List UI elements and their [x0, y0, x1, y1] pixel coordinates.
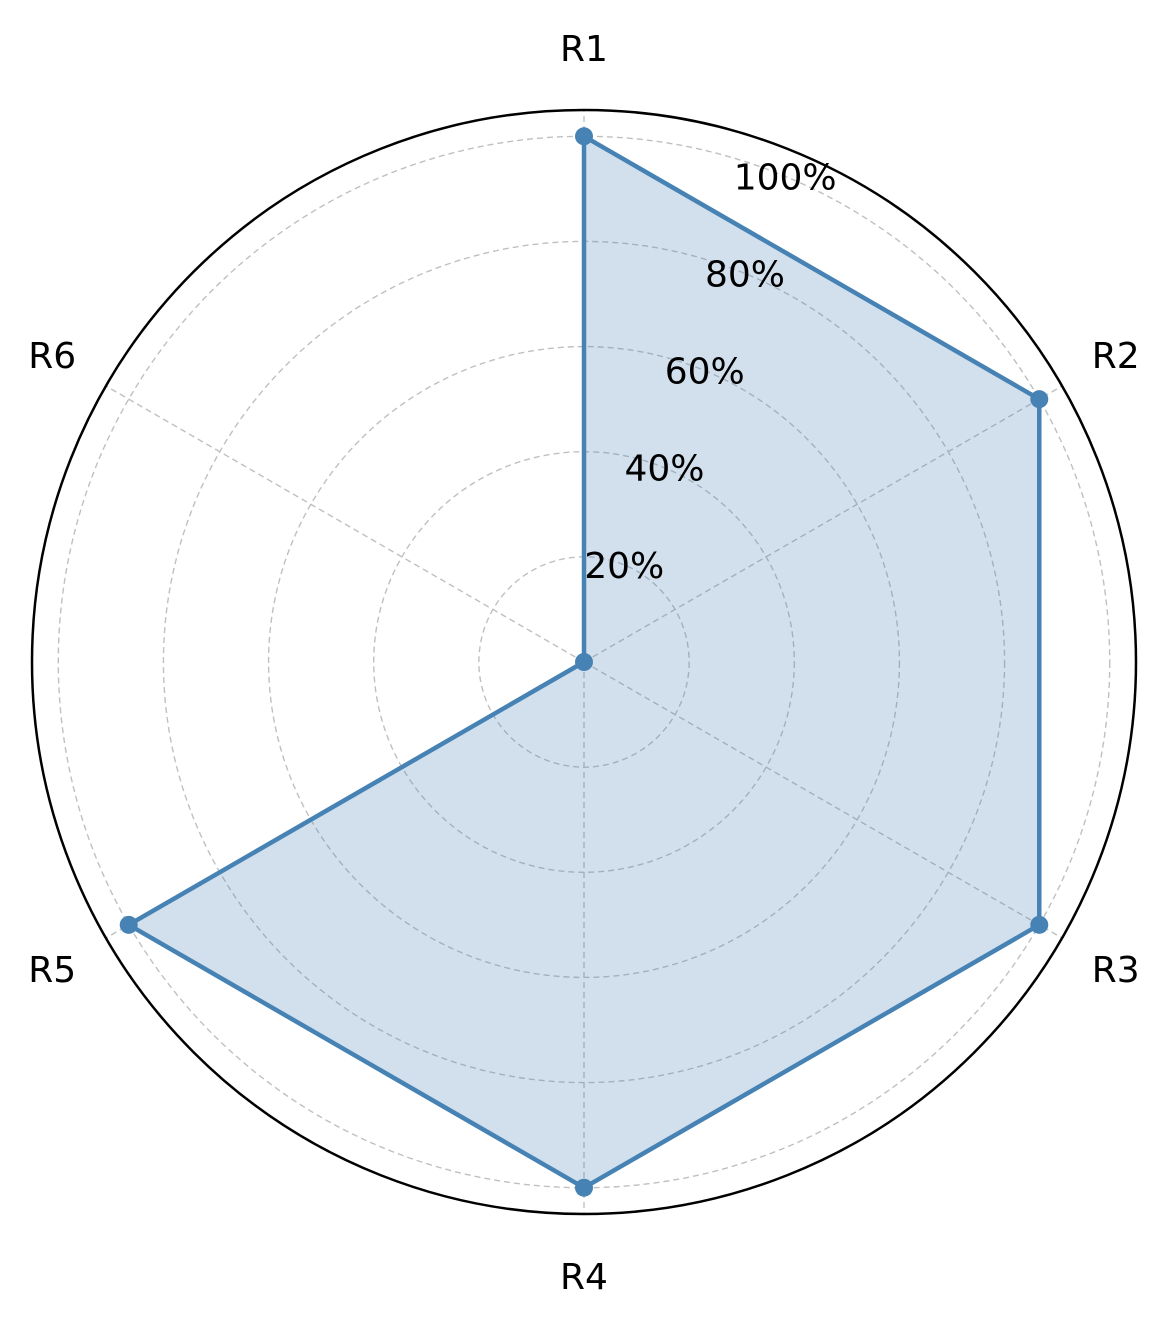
category-label-r3: R3: [1092, 950, 1140, 991]
grid-spoke: [105, 385, 585, 663]
category-label-r1: R1: [560, 29, 608, 70]
category-label-r5: R5: [28, 950, 76, 991]
data-point-r1: [575, 127, 593, 146]
radial-tick-label: 60%: [665, 352, 745, 393]
radial-tick-label: 100%: [734, 157, 837, 198]
radial-tick-label: 20%: [584, 546, 664, 587]
data-point-r4: [575, 1178, 593, 1197]
data-point-r3: [1030, 915, 1049, 934]
series-layer: [119, 127, 1049, 1197]
polar-frame: [30, 108, 1138, 1216]
radial-tick-label: 40%: [624, 449, 704, 490]
category-label-r6: R6: [28, 336, 76, 377]
data-point-r5: [119, 915, 138, 934]
category-label-r4: R4: [560, 1257, 608, 1298]
labels: R1 R2 R3 R4 R5 R6 20% 40% 60% 80% 100%: [28, 29, 1139, 1298]
data-point-r2: [1030, 390, 1049, 409]
category-label-r2: R2: [1092, 336, 1140, 377]
radial-tick-label: 80%: [705, 254, 785, 295]
grid-spoke: [583, 385, 1063, 663]
data-point-r6: [575, 653, 593, 671]
grid-spoke: [583, 661, 1063, 939]
